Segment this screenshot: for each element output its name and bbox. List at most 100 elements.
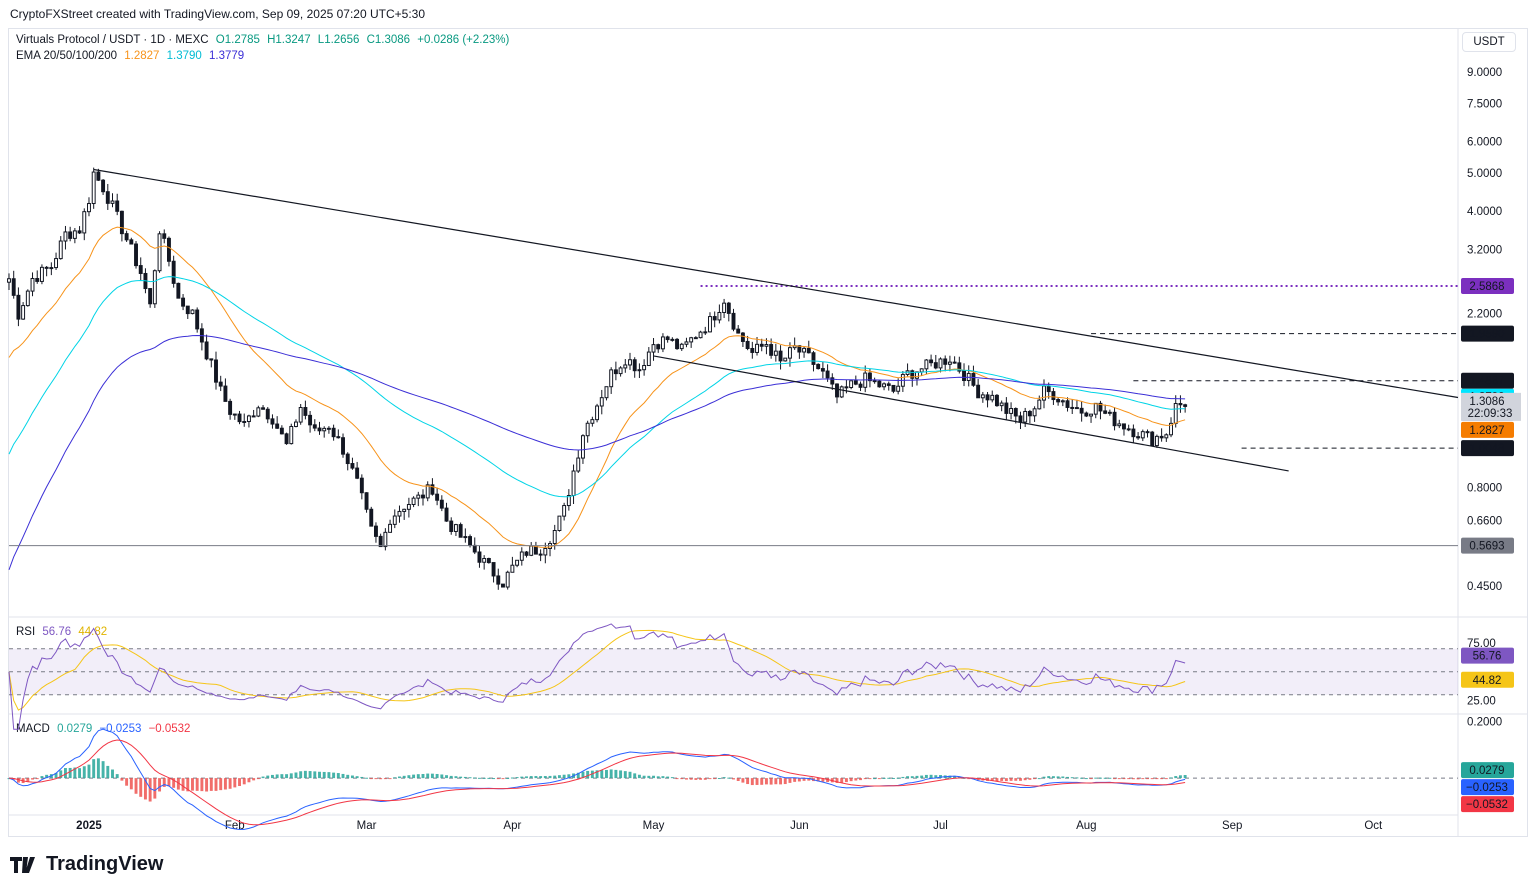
rsi-tick-label: 75.00 bbox=[1467, 638, 1496, 650]
candle-body bbox=[773, 350, 778, 356]
currency-button[interactable]: USDT bbox=[1462, 32, 1516, 52]
macd-histogram-bar bbox=[59, 770, 63, 779]
macd-histogram-bar bbox=[402, 775, 406, 779]
ema20-line bbox=[8, 226, 1186, 548]
macd-histogram-bar bbox=[623, 771, 627, 779]
last-price-bg bbox=[1461, 392, 1521, 421]
macd-histogram-bar bbox=[576, 772, 580, 779]
candle-body bbox=[162, 233, 167, 239]
level-tag-resistance: 2.5868 bbox=[1469, 281, 1504, 293]
tradingview-logo: TradingView bbox=[10, 853, 163, 876]
macd-histogram-bar bbox=[374, 778, 378, 780]
ema-legend[interactable]: EMA 20/50/100/200 1.2827 1.3790 1.3779 bbox=[16, 50, 248, 62]
candle-body bbox=[717, 311, 722, 321]
candle-body bbox=[312, 424, 317, 429]
candle-body bbox=[524, 551, 529, 556]
macd-histogram-bar bbox=[473, 777, 477, 779]
candle-body bbox=[373, 525, 378, 537]
macd-histogram-bar bbox=[247, 778, 251, 783]
candle-body bbox=[261, 407, 266, 410]
macd-histogram-bar bbox=[129, 778, 133, 790]
symbol-label[interactable]: Virtuals Protocol / USDT · 1D · MEXC bbox=[16, 34, 209, 46]
macd-histogram-bar bbox=[562, 774, 566, 779]
macd-histogram-bar bbox=[1174, 776, 1178, 779]
candle-body bbox=[453, 524, 458, 532]
candle-body bbox=[157, 233, 162, 272]
macd-histogram-bar bbox=[214, 778, 218, 791]
candle-body bbox=[830, 377, 835, 385]
macd-histogram-group bbox=[7, 758, 1187, 802]
macd-histogram-bar bbox=[684, 778, 688, 780]
candle-body bbox=[538, 553, 543, 556]
candle-body bbox=[129, 239, 134, 245]
candle-body bbox=[853, 380, 858, 385]
macd-histogram-bar bbox=[445, 775, 448, 779]
rsi-value: 56.76 bbox=[42, 626, 72, 638]
candle-body bbox=[463, 536, 468, 539]
macd-hist-value: 0.0279 bbox=[57, 723, 93, 735]
macd-histogram-bar bbox=[1037, 778, 1041, 780]
candle-body bbox=[1098, 402, 1103, 412]
macd-histogram-bar bbox=[219, 778, 223, 791]
candle-body bbox=[590, 419, 595, 424]
macd-tick-label: 0.2000 bbox=[1467, 717, 1502, 729]
candle-body bbox=[439, 499, 444, 509]
macd-histogram-bar bbox=[176, 778, 180, 790]
level-tag: 1.4887 bbox=[1469, 376, 1504, 388]
candle-body bbox=[712, 316, 717, 321]
macd-histogram-bar bbox=[16, 778, 20, 783]
macd-histogram-bar bbox=[506, 777, 510, 779]
macd-histogram-bar bbox=[783, 778, 787, 785]
macd-histogram-bar bbox=[454, 776, 458, 779]
macd-histogram-bar bbox=[1131, 778, 1135, 780]
macd-histogram-bar bbox=[882, 777, 886, 779]
time-tick-label: Jul bbox=[933, 820, 948, 832]
macd-histogram-bar bbox=[990, 778, 994, 781]
candle-body bbox=[345, 453, 350, 465]
candle-body bbox=[1112, 411, 1117, 427]
macd-histogram-bar bbox=[205, 778, 209, 792]
candle-body bbox=[388, 523, 393, 533]
macd-histogram-bar bbox=[365, 777, 369, 779]
macd-histogram-bar bbox=[605, 769, 608, 779]
candle-body bbox=[430, 484, 435, 495]
candle-body bbox=[684, 341, 689, 345]
candle-body bbox=[952, 361, 957, 364]
ema50-value: 1.3790 bbox=[166, 50, 202, 62]
macd-histogram-bar bbox=[802, 778, 806, 781]
level-tag: 0.5693 bbox=[1469, 541, 1504, 553]
candle-body bbox=[670, 338, 675, 341]
time-tick-label: 2025 bbox=[76, 820, 102, 832]
rsi-legend[interactable]: RSI 56.76 44.82 bbox=[16, 626, 111, 638]
rsi-ma-tag: 44.82 bbox=[1473, 675, 1502, 687]
candle-body bbox=[1027, 410, 1032, 417]
candle-body bbox=[689, 337, 694, 343]
macd-histogram-bar bbox=[261, 776, 265, 779]
macd-histogram-bar bbox=[162, 778, 166, 787]
candle-body bbox=[947, 361, 952, 365]
macd-histogram-bar bbox=[195, 778, 199, 791]
ohlc-low: L1.2656 bbox=[317, 34, 360, 46]
macd-histogram-bar bbox=[78, 768, 82, 779]
macd-histogram-bar bbox=[440, 774, 444, 779]
time-tick-label: May bbox=[643, 820, 665, 832]
candle-body bbox=[486, 557, 491, 564]
macd-histogram-bar bbox=[407, 775, 411, 779]
candle-body bbox=[416, 494, 421, 499]
candle-body bbox=[708, 316, 712, 333]
candle-body bbox=[543, 547, 548, 556]
candle-body bbox=[585, 422, 590, 437]
candle-body bbox=[613, 369, 618, 375]
macd-histogram-bar bbox=[341, 773, 345, 779]
macd-histogram-bar bbox=[63, 768, 67, 779]
candle-body bbox=[882, 383, 887, 388]
candle-body bbox=[195, 309, 200, 330]
level-tag: 1.9590 bbox=[1469, 329, 1504, 341]
candle-body bbox=[533, 545, 538, 555]
macd-histogram-bar bbox=[826, 778, 830, 783]
candle-body bbox=[124, 233, 129, 241]
countdown-label: 22:09:33 bbox=[1468, 408, 1513, 420]
price-tick-label: 5.0000 bbox=[1467, 168, 1502, 180]
macd-histogram-bar bbox=[877, 778, 881, 780]
